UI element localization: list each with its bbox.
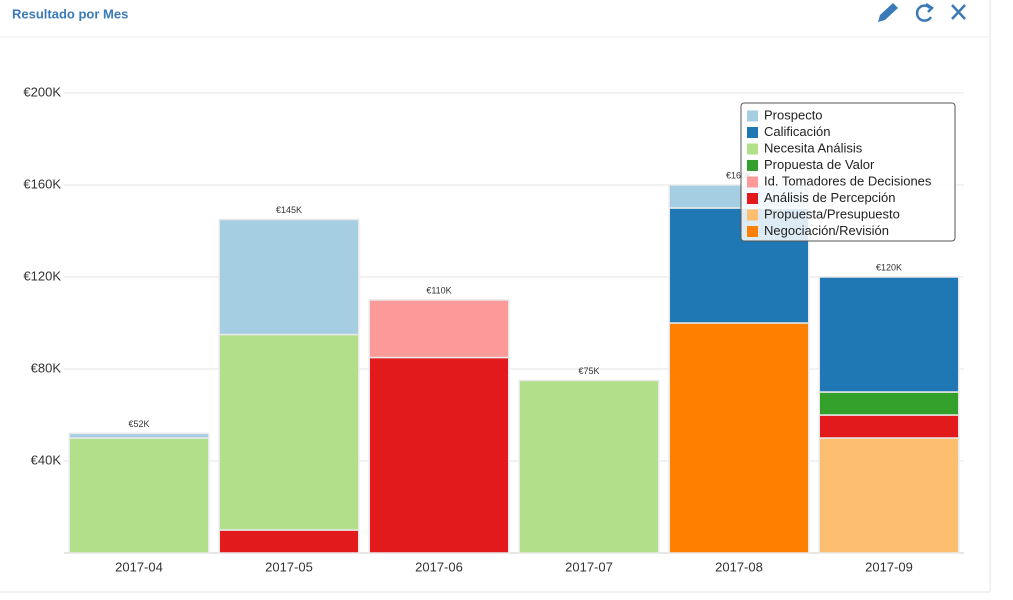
y-tick-label: €80K xyxy=(31,360,62,375)
bar-segment xyxy=(68,437,210,554)
bar-segment xyxy=(368,356,510,554)
x-tick-label: 2017-06 xyxy=(415,559,463,574)
bar-segment xyxy=(818,276,960,393)
x-tick-label: 2017-09 xyxy=(865,559,913,574)
bar-segment xyxy=(218,333,360,531)
total-label: €110K xyxy=(426,285,451,295)
bar-segment xyxy=(368,299,510,359)
total-label: €145K xyxy=(276,205,302,215)
refresh-icon[interactable] xyxy=(915,2,934,22)
x-tick-label: 2017-04 xyxy=(115,559,163,574)
bar-segment xyxy=(218,529,360,554)
widget-title: Resultado por Mes xyxy=(12,6,128,21)
legend-label: Calificación xyxy=(764,124,830,139)
total-label: €52K xyxy=(128,419,149,429)
bar-segment xyxy=(518,379,660,554)
total-label: €120K xyxy=(876,262,902,272)
legend-swatch xyxy=(747,127,758,138)
legend-swatch xyxy=(747,226,758,237)
y-tick-label: €120K xyxy=(23,268,61,283)
legend-label: Id. Tomadores de Decisiones xyxy=(764,173,932,188)
y-tick-label: €40K xyxy=(31,452,62,467)
total-label: €160K xyxy=(726,170,752,180)
legend-label: Propuesta/Presupuesto xyxy=(764,206,900,221)
legend-label: Prospecto xyxy=(764,107,823,122)
y-tick-label: €200K xyxy=(23,84,61,99)
legend-label: Propuesta de Valor xyxy=(764,157,875,172)
legend-swatch xyxy=(747,209,758,221)
legend-box xyxy=(740,102,956,242)
legend-label: Necesita Análisis xyxy=(764,140,863,155)
bar-segment xyxy=(68,432,210,439)
x-tick-label: 2017-08 xyxy=(715,559,763,574)
legend-swatch xyxy=(747,160,758,171)
legend-swatch xyxy=(747,110,758,122)
bar-segment xyxy=(668,322,810,554)
x-tick-label: 2017-05 xyxy=(265,559,313,574)
bar-segment xyxy=(818,414,960,439)
x-tick-label: 2017-07 xyxy=(565,559,613,574)
legend-swatch xyxy=(747,193,758,204)
plot: €40K €80K €120K €160K €200K 2017-04 €52K 2017-0… xyxy=(23,84,964,574)
bar-segment xyxy=(218,218,360,336)
legend-swatch xyxy=(747,176,758,188)
legend-swatch xyxy=(747,143,758,155)
total-label: €75K xyxy=(578,366,599,376)
bar-segment xyxy=(818,437,960,554)
edit-icon[interactable] xyxy=(878,3,898,22)
close-icon[interactable] xyxy=(951,4,966,20)
legend-label: Negociación/Revisión xyxy=(764,223,889,238)
bar-segment xyxy=(818,391,960,416)
y-tick-label: €160K xyxy=(23,176,61,191)
legend-label: Análisis de Percepción xyxy=(764,190,896,205)
